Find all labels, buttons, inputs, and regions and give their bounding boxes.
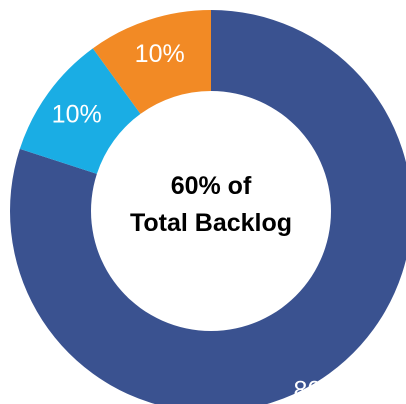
data-label-2: 10% — [52, 100, 102, 128]
center-text-line-2: Total Backlog — [130, 209, 292, 237]
slices-group — [10, 10, 406, 404]
donut-slice-2 — [19, 48, 141, 174]
data-labels-group: 80% 10% 10% — [52, 40, 344, 404]
center-text-line-1: 60% of — [171, 172, 252, 200]
data-label-1: 80% — [294, 376, 344, 404]
donut-slice-1 — [10, 10, 406, 404]
donut-slice-3 — [92, 10, 211, 114]
data-label-3: 10% — [135, 40, 185, 68]
